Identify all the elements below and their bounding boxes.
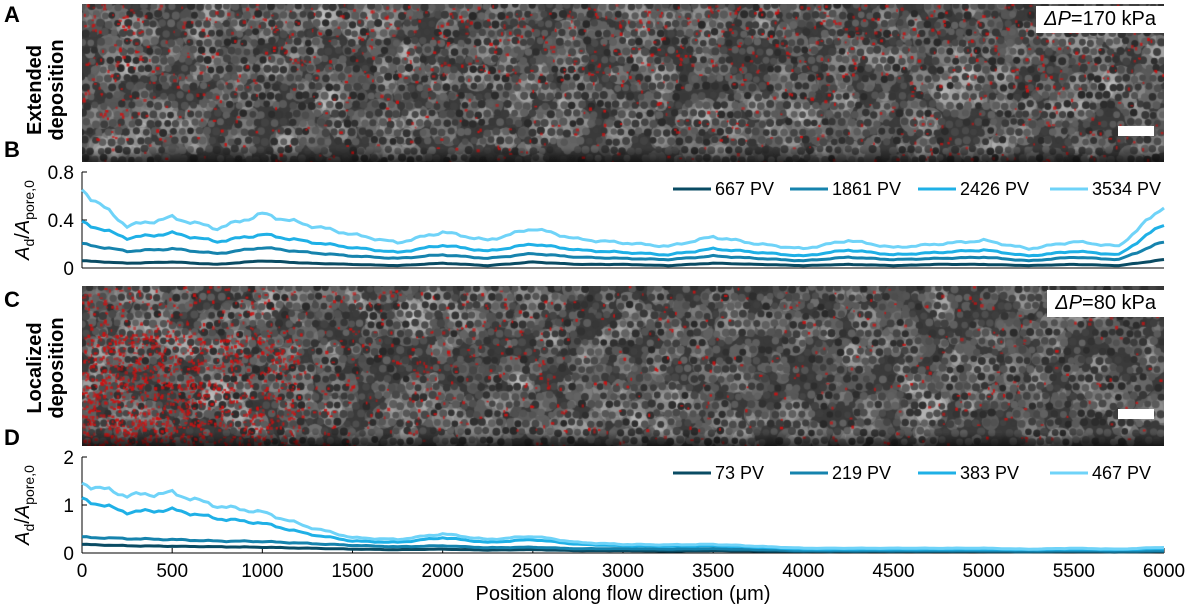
y-tick-label: 0 bbox=[63, 259, 74, 280]
micrograph-localized-image bbox=[82, 286, 1164, 446]
y-tick-label: 1 bbox=[63, 496, 74, 517]
chart-b: 0 0.4 0.8 Ad/Apore,0 667 PV 1861 PV 2426 PV 353… bbox=[12, 163, 1165, 280]
x-tick-label: 5500 bbox=[1053, 561, 1095, 582]
x-tick-label: 2000 bbox=[422, 561, 464, 582]
legend-label: 667 PV bbox=[715, 179, 774, 199]
x-axis-label: Position along flow direction (μm) bbox=[476, 583, 771, 605]
series-line bbox=[80, 188, 1165, 251]
legend-label: 73 PV bbox=[715, 463, 764, 483]
pressure-label-a-value: =170 kPa bbox=[1070, 8, 1156, 30]
panel-letter-d: D bbox=[4, 425, 20, 450]
series-line bbox=[81, 481, 1165, 551]
series-line bbox=[81, 219, 1165, 258]
x-tick-label: 3500 bbox=[692, 561, 734, 582]
y-tick-label: 2 bbox=[63, 448, 74, 469]
y-tick-label: 0.8 bbox=[48, 163, 74, 184]
micrograph-extended-image bbox=[82, 4, 1164, 162]
series-line bbox=[82, 258, 1165, 268]
pressure-label-a: ΔP=170 kPa bbox=[1036, 6, 1164, 33]
pressure-label-c-symbol: ΔP bbox=[1055, 292, 1083, 314]
x-tick-label: 0 bbox=[77, 561, 88, 582]
legend-label: 383 PV bbox=[960, 463, 1019, 483]
x-tick-label: 4500 bbox=[872, 561, 914, 582]
y-tick-label: 0.4 bbox=[48, 211, 75, 232]
row-label-localized-line1: Localized bbox=[24, 322, 46, 414]
y-tick-label: 0 bbox=[63, 544, 74, 565]
y-axis-label: Ad/Apore,0 bbox=[12, 180, 37, 261]
x-tick-label: 3000 bbox=[602, 561, 644, 582]
legend-label: 467 PV bbox=[1092, 463, 1151, 483]
x-tick-label: 2500 bbox=[512, 561, 554, 582]
legend-label: 2426 PV bbox=[960, 179, 1029, 199]
row-label-localized-line2: deposition bbox=[46, 317, 68, 419]
pressure-label-a-symbol: ΔP bbox=[1044, 8, 1071, 30]
y-axis-label: Ad/Apore,0 bbox=[12, 465, 37, 546]
series-line bbox=[81, 240, 1165, 263]
row-label-localized: Localized deposition bbox=[24, 288, 68, 448]
legend-label: 219 PV bbox=[832, 463, 891, 483]
pressure-label-c-value: =80 kPa bbox=[1082, 292, 1156, 314]
panel-letter-a: A bbox=[4, 2, 20, 27]
chart-d: 0 1 2 Ad/Apore,0 0 500 1000 1500 2000 2500 3000 350… bbox=[12, 448, 1185, 605]
x-tick-label: 1000 bbox=[241, 561, 283, 582]
x-tick-label: 4000 bbox=[782, 561, 824, 582]
scale-bar-a bbox=[1118, 126, 1154, 136]
x-tick-label: 500 bbox=[156, 561, 188, 582]
micrograph-extended bbox=[82, 4, 1164, 162]
pressure-label-c: ΔP=80 kPa bbox=[1047, 290, 1164, 317]
row-label-extended-line2: deposition bbox=[46, 39, 68, 141]
panel-letter-c: C bbox=[4, 287, 20, 312]
legend-label: 3534 PV bbox=[1092, 179, 1161, 199]
x-tick-label: 5000 bbox=[963, 561, 1005, 582]
scale-bar-c bbox=[1118, 409, 1154, 419]
row-label-extended: Extended deposition bbox=[24, 10, 68, 170]
row-label-extended-line1: Extended bbox=[24, 44, 46, 136]
legend-label: 1861 PV bbox=[832, 179, 901, 199]
x-tick-label: 1500 bbox=[331, 561, 373, 582]
x-tick-label: 6000 bbox=[1143, 561, 1185, 582]
micrograph-localized bbox=[82, 286, 1164, 446]
panel-letter-b: B bbox=[4, 137, 20, 162]
